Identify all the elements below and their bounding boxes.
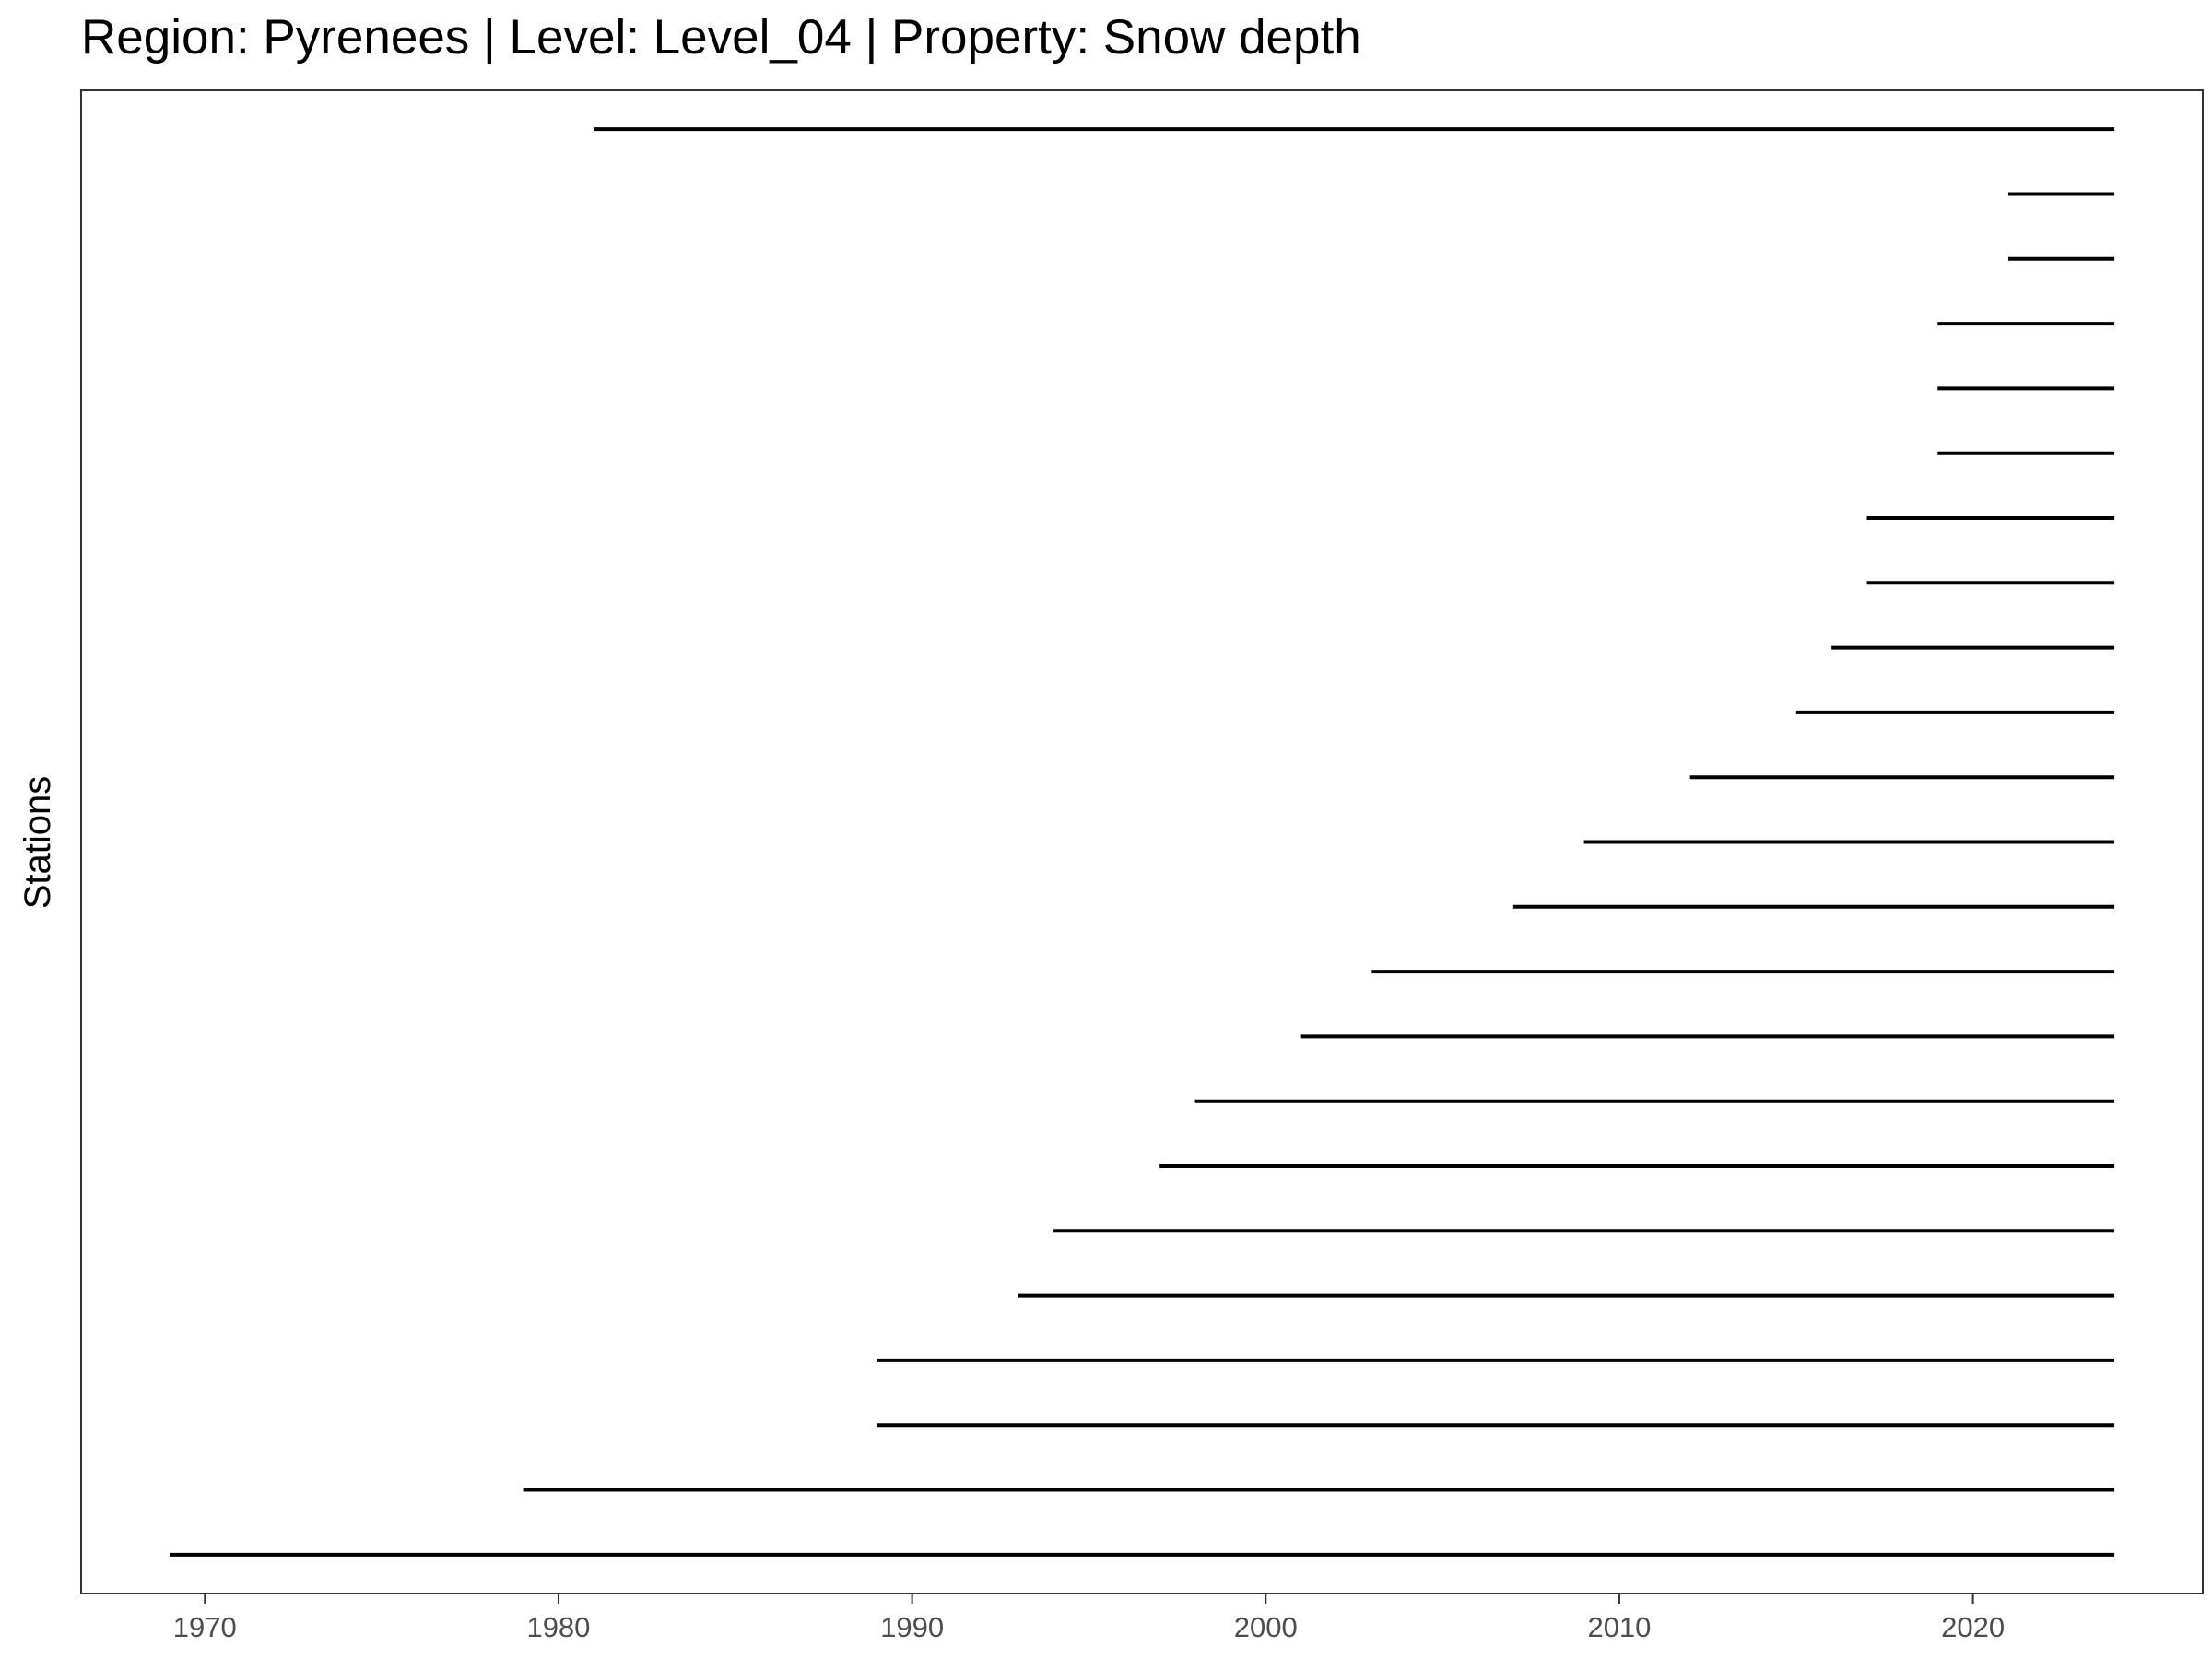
x-tick-label: 1980	[526, 1611, 590, 1643]
x-tick-label: 1970	[173, 1611, 237, 1643]
x-tick-label: 2010	[1587, 1611, 1651, 1643]
y-axis-label: Stations	[18, 776, 58, 910]
x-tick-label: 2020	[1941, 1611, 2005, 1643]
station-segments	[169, 127, 2115, 1557]
x-tick-label: 1990	[880, 1611, 944, 1643]
x-tick-label: 2000	[1234, 1611, 1298, 1643]
chart-title: Region: Pyrenees | Level: Level_04 | Pro…	[81, 10, 1361, 65]
x-axis: 1970 1980 1990 2000 2010 2020	[173, 1594, 2005, 1643]
